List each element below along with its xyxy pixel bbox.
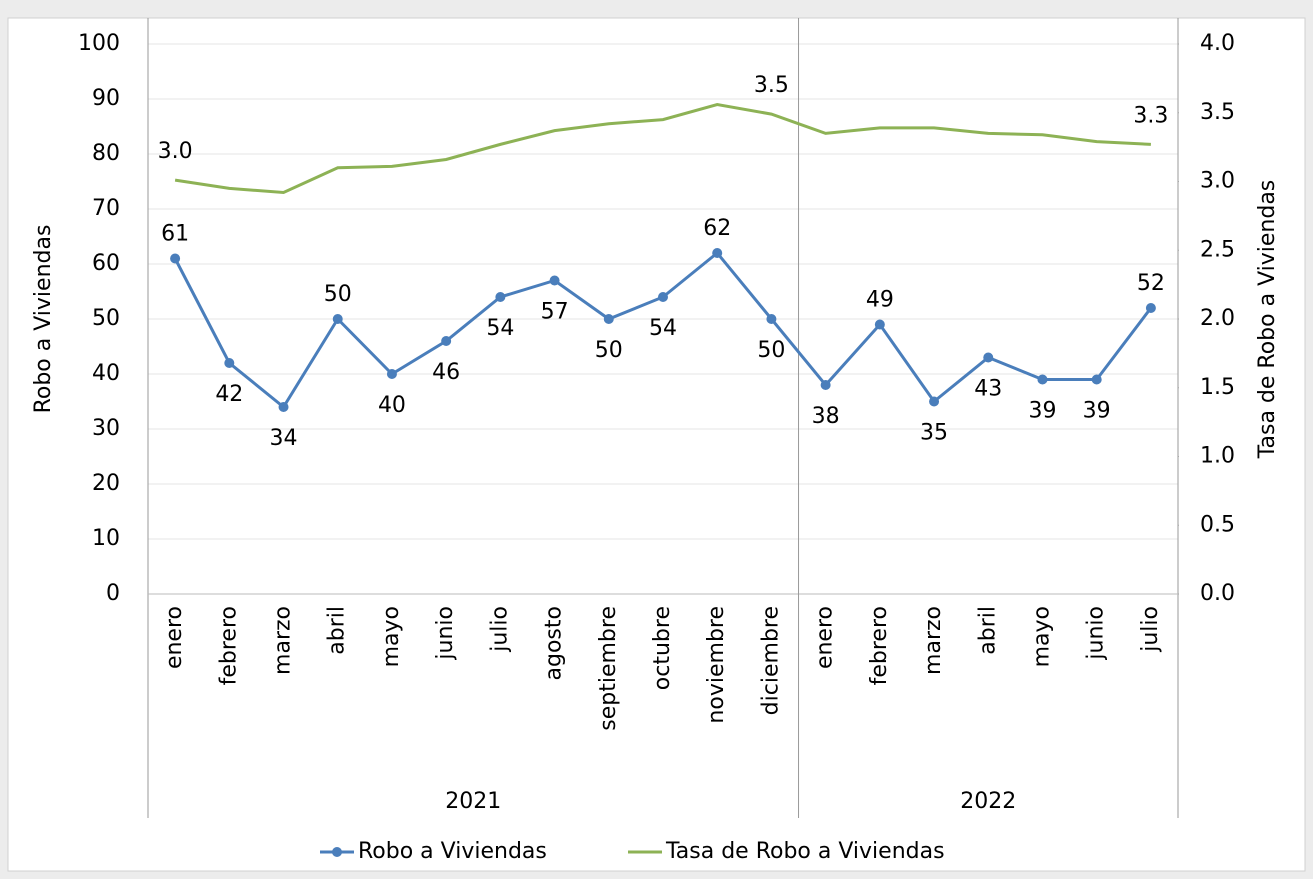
- point: [874, 319, 885, 330]
- group-label: 2022: [960, 789, 1016, 814]
- y-tick-label: 70: [92, 196, 120, 221]
- point: [170, 253, 181, 264]
- y2-tick-label: 0.0: [1200, 581, 1235, 606]
- x-tick-label: febrero: [216, 606, 241, 685]
- point: [1037, 374, 1048, 385]
- x-tick-label: octubre: [650, 606, 675, 690]
- point: [929, 396, 940, 407]
- x-tick-label: junio: [1084, 606, 1109, 661]
- x-tick-label: mayo: [1029, 606, 1054, 667]
- legend-marker: [332, 847, 342, 857]
- x-tick-label: junio: [433, 606, 458, 661]
- chart-background: [7, 17, 1306, 872]
- data-label: 50: [757, 338, 785, 363]
- group-label: 2021: [445, 789, 501, 814]
- data-label: 43: [974, 377, 1002, 402]
- y2-tick-label: 4.0: [1200, 31, 1235, 56]
- y-axis-title: Robo a Viviendas: [31, 225, 56, 414]
- point: [386, 369, 397, 379]
- x-tick-label: marzo: [921, 606, 946, 675]
- point: [495, 292, 506, 302]
- data-label: 62: [703, 216, 731, 241]
- data-label: 50: [595, 338, 623, 363]
- data-label: 54: [486, 316, 514, 341]
- y2-axis-title: Tasa de Robo a Viviendas: [1255, 180, 1280, 460]
- legend-label: Robo a Viviendas: [358, 839, 547, 864]
- data-label: 38: [812, 404, 840, 429]
- data-label: 42: [215, 382, 243, 407]
- point: [983, 352, 994, 363]
- point: [1145, 303, 1156, 313]
- x-tick-label: diciembre: [758, 606, 783, 715]
- point: [224, 358, 235, 368]
- x-tick-label: enero: [162, 606, 187, 669]
- data-label: 57: [541, 300, 569, 325]
- point: [332, 314, 343, 324]
- y-tick-label: 80: [92, 141, 120, 166]
- point: [441, 336, 452, 346]
- point: [820, 380, 831, 390]
- x-tick-label: marzo: [271, 606, 296, 675]
- y-tick-label: 0: [106, 581, 120, 606]
- data-label: 3.0: [158, 139, 193, 164]
- x-tick-label: agosto: [542, 606, 567, 680]
- point: [658, 292, 668, 302]
- y2-tick-label: 2.0: [1200, 306, 1235, 331]
- x-tick-label: febrero: [867, 606, 892, 685]
- y-tick-label: 50: [92, 306, 120, 331]
- y2-tick-label: 1.5: [1200, 375, 1235, 400]
- data-label: 35: [920, 421, 948, 446]
- y-tick-label: 40: [92, 361, 120, 386]
- data-label: 39: [1028, 399, 1056, 424]
- y-tick-label: 60: [92, 251, 120, 276]
- point: [766, 314, 777, 324]
- x-tick-label: julio: [487, 606, 512, 653]
- data-label: 40: [378, 393, 406, 418]
- legend-label: Tasa de Robo a Viviendas: [665, 839, 945, 864]
- x-tick-label: enero: [813, 606, 838, 669]
- x-tick-label: abril: [975, 606, 1000, 655]
- y2-tick-label: 3.0: [1200, 169, 1235, 194]
- point: [549, 275, 560, 286]
- data-label: 34: [270, 426, 298, 451]
- data-label: 52: [1137, 271, 1165, 296]
- x-tick-label: mayo: [379, 606, 404, 667]
- y2-tick-label: 2.5: [1200, 237, 1235, 262]
- y-tick-label: 20: [92, 471, 120, 496]
- line-series: [174, 102, 1151, 195]
- point: [712, 248, 723, 258]
- point: [278, 402, 289, 412]
- x-tick-label: noviembre: [704, 606, 729, 724]
- data-label: 54: [649, 316, 677, 341]
- x-tick-label: abril: [325, 606, 350, 655]
- y-tick-label: 10: [92, 526, 120, 551]
- y2-tick-label: 0.5: [1200, 512, 1235, 537]
- y-tick-label: 30: [92, 416, 120, 441]
- data-label: 61: [161, 222, 189, 247]
- x-tick-label: julio: [1138, 606, 1163, 653]
- data-label: 39: [1083, 399, 1111, 424]
- y-tick-label: 90: [92, 86, 120, 111]
- x-tick-label: septiembre: [596, 606, 621, 731]
- point: [603, 314, 614, 324]
- data-label: 46: [432, 360, 460, 385]
- y2-tick-label: 1.0: [1200, 444, 1235, 469]
- point: [1091, 374, 1102, 385]
- data-label: 3.3: [1133, 103, 1168, 128]
- data-label: 49: [866, 288, 894, 313]
- data-label: 50: [324, 282, 352, 307]
- y2-tick-label: 3.5: [1200, 100, 1235, 125]
- y-tick-label: 100: [78, 31, 120, 56]
- data-label: 3.5: [754, 73, 789, 98]
